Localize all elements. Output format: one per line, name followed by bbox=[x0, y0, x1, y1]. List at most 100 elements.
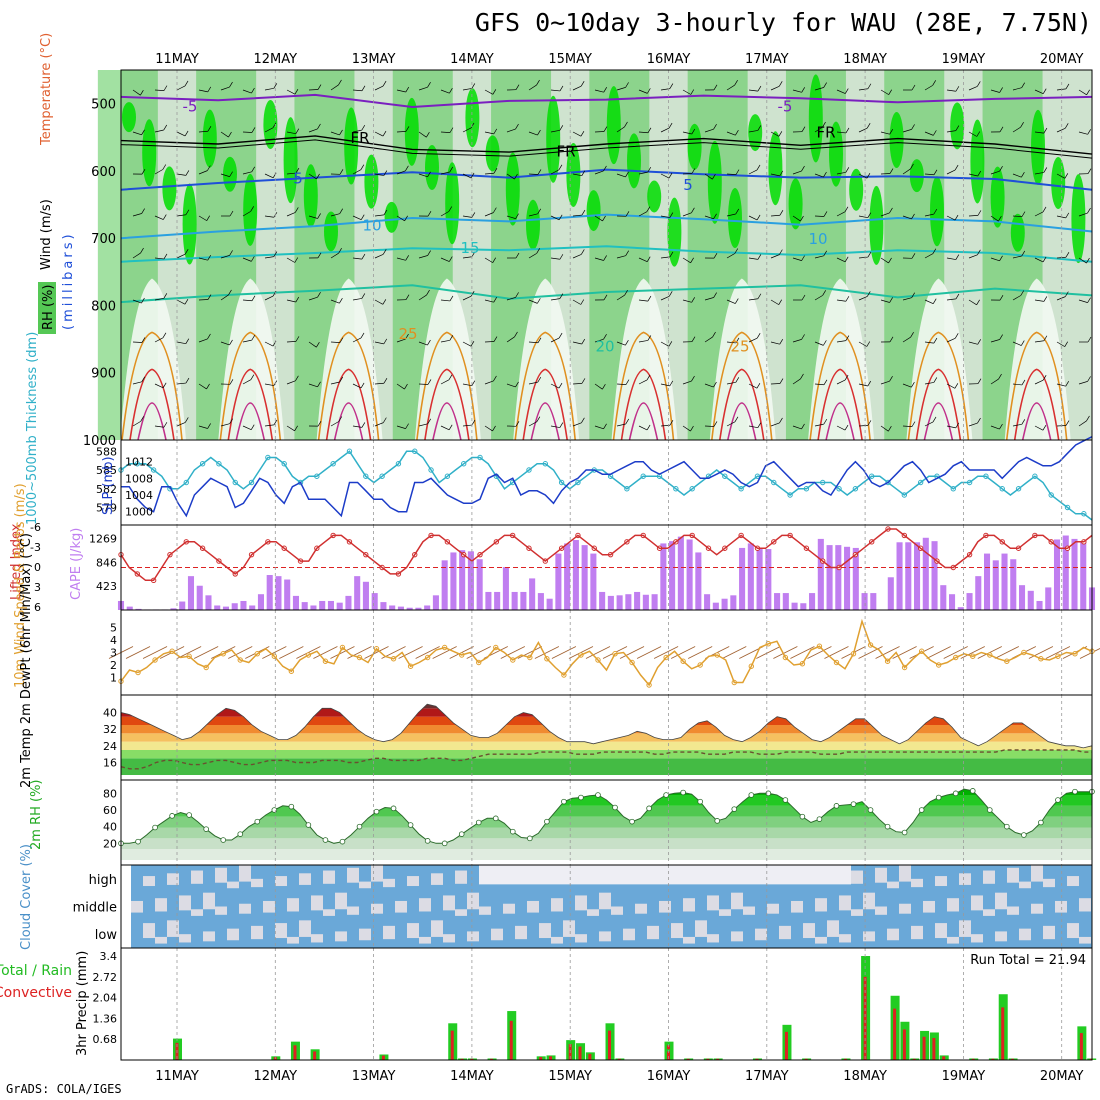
wind-barb bbox=[911, 213, 915, 220]
isotherm-30 bbox=[325, 368, 372, 441]
wind-barb bbox=[383, 209, 388, 216]
axis-label-cloud: Cloud Cover (%) bbox=[19, 844, 34, 950]
wind-barb bbox=[229, 379, 234, 385]
wind-barb bbox=[625, 171, 629, 178]
legend-total-rain: Total / Rain bbox=[0, 963, 72, 979]
wind-barb bbox=[691, 375, 695, 382]
wind-barb bbox=[669, 212, 674, 218]
cape-tick-label: 423 bbox=[96, 580, 117, 593]
rh-moist-patch bbox=[970, 119, 985, 204]
wind-barb bbox=[668, 122, 673, 129]
wind-barb bbox=[528, 421, 538, 427]
wind-barb bbox=[427, 82, 431, 88]
wind-barb bbox=[374, 254, 384, 259]
cloud-gap bbox=[215, 906, 227, 915]
cloud-gap bbox=[371, 903, 383, 914]
cloud-gap bbox=[203, 931, 215, 942]
wind-barb bbox=[1034, 131, 1044, 134]
wind-barb bbox=[770, 214, 780, 217]
wind-barb bbox=[163, 422, 168, 428]
cloud-gap bbox=[911, 878, 923, 888]
wind-barb bbox=[770, 173, 780, 177]
wind-barb bbox=[352, 425, 362, 428]
cape-tick-label: 846 bbox=[96, 556, 117, 569]
wind-barb bbox=[317, 252, 322, 259]
panel-frame-precip bbox=[120, 947, 1093, 1061]
wind-barb bbox=[383, 170, 388, 176]
wind-barb bbox=[207, 294, 212, 300]
wind-barb bbox=[770, 254, 780, 259]
wind-barb bbox=[748, 257, 758, 260]
wind-barb bbox=[691, 297, 695, 303]
wind-barb bbox=[550, 337, 560, 343]
cloud-gap bbox=[947, 936, 959, 944]
cloud-gap bbox=[707, 934, 719, 943]
wind-barb bbox=[396, 89, 406, 93]
day-label-top: 17MAY bbox=[745, 52, 789, 67]
surface-wind-barb bbox=[994, 646, 1020, 659]
wind-barb bbox=[660, 173, 670, 179]
wind-barb bbox=[660, 127, 670, 133]
cape-bar bbox=[607, 595, 614, 610]
wind-barb bbox=[1012, 341, 1022, 346]
wind-barb bbox=[396, 425, 406, 429]
wind-barb bbox=[404, 215, 408, 221]
wind-barb bbox=[867, 420, 872, 426]
wind-barb bbox=[638, 171, 648, 175]
wind-barb bbox=[295, 167, 300, 174]
cape-bar bbox=[546, 598, 553, 610]
wind-barb bbox=[352, 215, 362, 220]
rh-point bbox=[169, 813, 175, 819]
wind-barb bbox=[272, 122, 277, 128]
cloud-gap bbox=[1031, 865, 1043, 882]
wind-barb bbox=[1078, 131, 1088, 135]
wind-barb bbox=[295, 336, 300, 342]
dry-plume bbox=[906, 278, 973, 440]
wind-barb bbox=[537, 376, 542, 383]
wind-barb bbox=[462, 424, 472, 427]
wind-barb bbox=[352, 383, 362, 389]
wind-barb bbox=[242, 339, 252, 343]
isotherm-line bbox=[120, 213, 1093, 240]
rh-moist-patch bbox=[1071, 174, 1086, 264]
wind-barb bbox=[911, 124, 915, 130]
wind-barb bbox=[779, 249, 783, 255]
rh-point bbox=[441, 840, 448, 847]
wind-barb bbox=[910, 332, 914, 338]
wind-barb bbox=[712, 173, 716, 180]
wind-barb bbox=[889, 336, 894, 343]
cloud-gap bbox=[875, 867, 887, 883]
rh-point bbox=[595, 792, 601, 798]
rh-point bbox=[1038, 819, 1044, 826]
cloud-gap bbox=[899, 865, 911, 882]
temp-tick-label: 40 bbox=[103, 707, 117, 720]
wind-barb bbox=[492, 257, 497, 263]
wind-barb bbox=[836, 257, 846, 263]
wind-barb bbox=[374, 341, 384, 345]
cloud-gap bbox=[503, 903, 515, 914]
cloud-gap bbox=[839, 895, 851, 911]
surface-wind-barb bbox=[398, 646, 423, 659]
cape-bar bbox=[494, 591, 501, 610]
wind-barb bbox=[1065, 252, 1070, 258]
wind-barb bbox=[955, 125, 960, 131]
legend-convective: Convective bbox=[0, 985, 72, 1001]
wind-barb bbox=[624, 121, 628, 128]
wind-barb bbox=[668, 172, 673, 179]
wind-barb bbox=[339, 169, 344, 175]
surface-wind-barb bbox=[1028, 646, 1054, 659]
wind-barb bbox=[272, 290, 277, 297]
surface-wind-barb bbox=[1045, 646, 1071, 659]
cloud-gap bbox=[371, 865, 383, 882]
wind-barb bbox=[132, 131, 142, 136]
rh-point bbox=[475, 819, 482, 826]
wind-barb bbox=[976, 299, 980, 305]
cloud-gap bbox=[287, 936, 299, 944]
wind-barb bbox=[968, 215, 979, 217]
cloud-gap bbox=[143, 876, 155, 887]
wind-barb bbox=[1078, 420, 1087, 427]
cloud-gap bbox=[239, 903, 251, 914]
rh-point bbox=[186, 812, 192, 818]
cloud-gap bbox=[131, 900, 143, 913]
rh-moist-patch bbox=[990, 166, 1005, 228]
